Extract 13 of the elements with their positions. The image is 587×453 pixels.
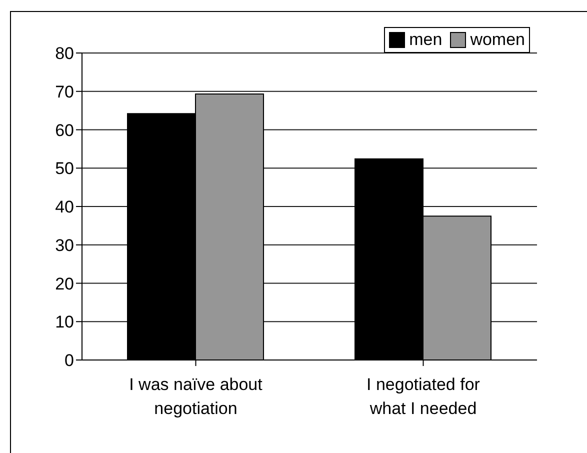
y-tick-label: 20 — [55, 274, 74, 294]
legend-label: women — [470, 30, 525, 50]
y-tick-label: 40 — [55, 198, 74, 217]
y-tick-label: 70 — [55, 82, 74, 102]
y-tick-label: 60 — [55, 120, 74, 140]
legend-label: men — [409, 30, 442, 50]
x-tick-label: I negotiated for what I needed — [366, 375, 480, 418]
y-tick-label: 0 — [64, 351, 74, 370]
y-tick-label: 30 — [55, 236, 74, 255]
y-tick-label: 50 — [55, 159, 74, 178]
y-tick-label: 10 — [55, 312, 74, 332]
x-tick-label: I was naïve about negotiation — [129, 375, 263, 418]
y-tick-label: 80 — [55, 44, 74, 64]
